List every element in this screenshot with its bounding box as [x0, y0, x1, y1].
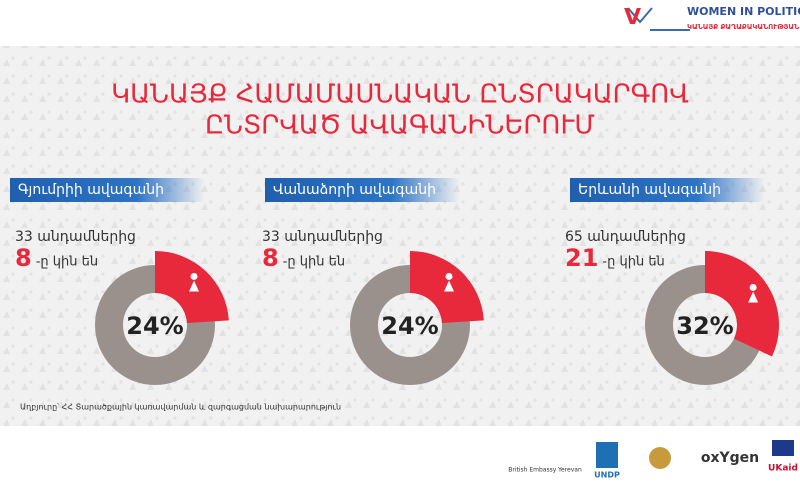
- women-suffix: -ը կին են: [36, 255, 98, 270]
- woman-icon: [445, 272, 453, 280]
- members-text: 33 անդամներից: [262, 229, 383, 245]
- chart-title: Երևանի ավագանի: [578, 182, 721, 198]
- women-suffix: -ը կին են: [602, 255, 664, 270]
- chart-title: Գյումրիի ավագանի: [18, 182, 164, 198]
- logo: oxYgen: [701, 450, 759, 466]
- members-text: 33 անդամներից: [15, 229, 136, 245]
- source: Աղբյուրը՝ ՀՀ Տարածքային կառավարման և զար…: [20, 402, 341, 412]
- logo: British Embassy Yerevan: [508, 467, 582, 474]
- woman-icon: [749, 283, 757, 291]
- title-line: ԿԱՆԱՅՔ ՀԱՄԱՄԱՍՆԱԿԱՆ ԸՆՏՐԱԿԱՐԳՈՎ: [111, 80, 689, 110]
- percent-label: 24%: [126, 312, 183, 340]
- percent-label: 32%: [676, 312, 733, 340]
- header: ᐯ WOMEN IN POLITICS ԿԱՆԱՅՔ ՔԱՂԱՔԱԿԱՆՈՒԹՅ…: [624, 5, 800, 31]
- woman-icon: [189, 280, 200, 292]
- banner: [10, 178, 205, 202]
- brand-sub: ԿԱՆԱՅՔ ՔԱՂԱՔԱԿԱՆՈՒԹՅԱՆ ՄԵՋ: [687, 23, 800, 31]
- woman-icon: [748, 291, 759, 303]
- women-share: [705, 251, 780, 357]
- percent-label: 24%: [381, 312, 438, 340]
- women-count: 8: [15, 244, 32, 272]
- logos: British Embassy Yerevan UNDP oxYgen UKai…: [508, 440, 798, 480]
- logo: UNDP: [594, 471, 620, 480]
- chart-title: Վանաձորի ավագանի: [273, 182, 436, 198]
- women-suffix: -ը կին են: [283, 255, 345, 270]
- members-text: 65 անդամներից: [565, 229, 686, 245]
- women-count: 21: [565, 244, 598, 272]
- woman-icon: [444, 280, 455, 292]
- logo: UKaid: [768, 464, 798, 474]
- woman-icon: [190, 272, 198, 280]
- brand: WOMEN IN POLITICS: [687, 5, 800, 18]
- svg-text:ᐯ: ᐯ: [624, 5, 641, 30]
- women-count: 8: [262, 244, 279, 272]
- title-line: ԸՆՏՐՎԱԾ ԱՎԱԳԱՆԻՆԵՐՈՒՄ: [205, 111, 595, 141]
- banner: [570, 178, 765, 202]
- banner: [265, 178, 460, 202]
